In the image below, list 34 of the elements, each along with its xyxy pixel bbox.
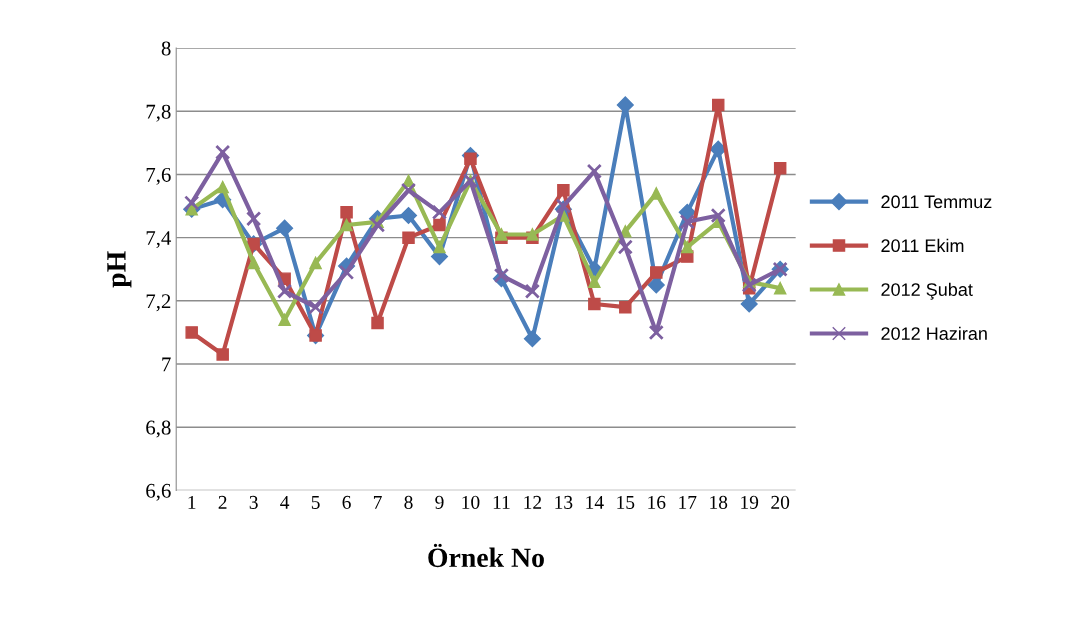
x-tick-label: 10 bbox=[462, 495, 480, 509]
y-tick-label: 7,2 bbox=[146, 294, 171, 312]
legend-label: 2012 Şubat bbox=[881, 282, 973, 300]
legend-label: 2011 Temmuz bbox=[881, 195, 992, 209]
x-tick-label: 19 bbox=[741, 495, 759, 509]
y-axis-title: pH bbox=[107, 251, 132, 288]
x-tick-label: 13 bbox=[555, 495, 573, 509]
x-tick-label: 20 bbox=[771, 495, 790, 509]
x-tick-label: 2 bbox=[218, 495, 227, 509]
x-axis-title: Örnek No bbox=[428, 543, 544, 568]
legend-label: 2012 Haziran bbox=[881, 326, 987, 340]
x-tick-label: 7 bbox=[373, 495, 382, 509]
y-tick-label: 7 bbox=[162, 357, 171, 372]
x-tick-label: 4 bbox=[280, 495, 290, 509]
y-tick-label: 8 bbox=[161, 41, 171, 56]
x-tick-label: 15 bbox=[617, 495, 635, 509]
x-tick-label: 1 bbox=[188, 495, 196, 509]
x-tick-label: 18 bbox=[710, 495, 728, 509]
x-tick-label: 6 bbox=[342, 495, 351, 509]
x-tick-label: 5 bbox=[311, 495, 320, 509]
y-tick-label: 7,4 bbox=[146, 231, 172, 249]
y-tick-label: 6,6 bbox=[146, 483, 171, 501]
y-tick-label: 7,6 bbox=[146, 167, 171, 185]
legend-label: 2011 Ekim bbox=[881, 238, 964, 253]
x-tick-label: 11 bbox=[493, 495, 510, 509]
x-tick-label: 14 bbox=[586, 495, 604, 509]
y-tick-label: 6,8 bbox=[146, 420, 171, 438]
x-tick-label: 12 bbox=[524, 495, 542, 509]
x-tick-label: 16 bbox=[648, 495, 666, 509]
x-tick-label: 9 bbox=[435, 495, 444, 509]
x-tick-label: 8 bbox=[404, 495, 413, 509]
y-tick-label: 7,8 bbox=[146, 104, 171, 122]
x-tick-label: 3 bbox=[249, 495, 258, 509]
x-tick-label: 17 bbox=[679, 495, 697, 509]
